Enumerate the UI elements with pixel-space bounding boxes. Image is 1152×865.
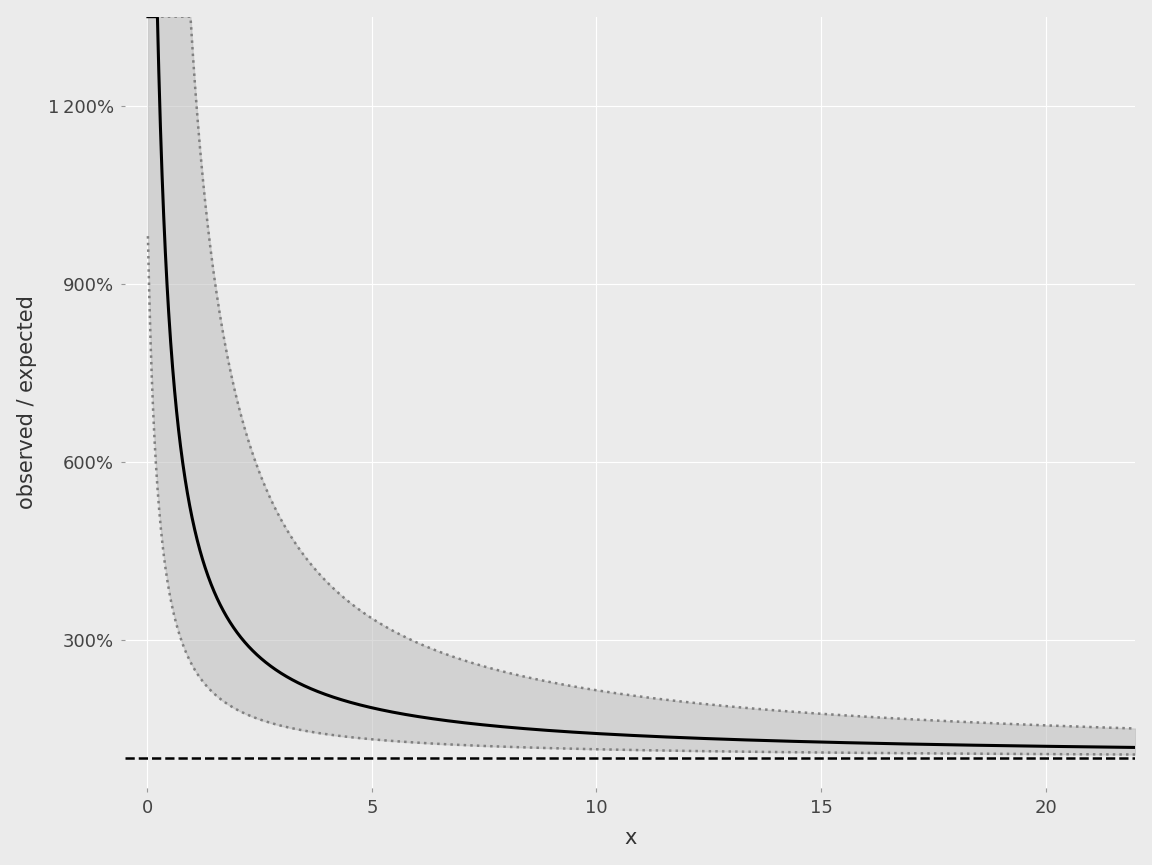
X-axis label: x: x: [624, 829, 636, 849]
Y-axis label: observed / expected: observed / expected: [16, 296, 37, 509]
